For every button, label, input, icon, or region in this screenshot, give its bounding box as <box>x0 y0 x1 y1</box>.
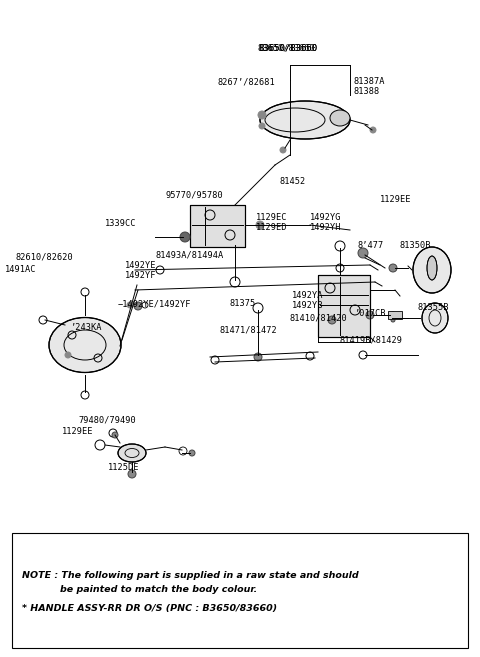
Ellipse shape <box>49 317 121 373</box>
Circle shape <box>328 316 336 324</box>
Circle shape <box>391 318 395 322</box>
Text: * HANDLE ASSY-RR DR O/S (PNC : B3650/83660): * HANDLE ASSY-RR DR O/S (PNC : B3650/836… <box>22 604 277 612</box>
Ellipse shape <box>118 444 146 462</box>
Text: 81350B: 81350B <box>400 240 432 250</box>
Text: 81471/81472: 81471/81472 <box>220 325 278 334</box>
Text: 1129ED: 1129ED <box>256 223 288 233</box>
Text: NOTE : The following part is supplied in a raw state and should: NOTE : The following part is supplied in… <box>22 572 359 581</box>
Text: 83650/83650: 83650/83650 <box>258 43 317 53</box>
Text: 8267’/82681: 8267’/82681 <box>218 78 276 87</box>
Circle shape <box>180 232 190 242</box>
Circle shape <box>366 311 374 319</box>
Text: 81375: 81375 <box>230 298 256 307</box>
Text: 1491AC: 1491AC <box>5 265 36 275</box>
Text: 1492YB: 1492YB <box>292 300 324 309</box>
Ellipse shape <box>422 303 448 333</box>
Bar <box>318 275 370 337</box>
Text: 1129EE: 1129EE <box>380 196 411 204</box>
Circle shape <box>256 221 264 229</box>
Text: 1492YE: 1492YE <box>125 260 156 269</box>
Circle shape <box>389 264 397 272</box>
Text: 1492YA: 1492YA <box>292 290 324 300</box>
Text: 95770/95780: 95770/95780 <box>165 191 223 200</box>
Text: 81388: 81388 <box>353 87 379 97</box>
Text: 1129EE: 1129EE <box>62 428 94 436</box>
Text: 81493A/81494A: 81493A/81494A <box>155 250 223 260</box>
Circle shape <box>390 312 396 318</box>
Ellipse shape <box>413 247 451 293</box>
Text: ’243KA: ’243KA <box>70 323 101 332</box>
Text: 1129EC: 1129EC <box>256 214 288 223</box>
Text: 81410/81420: 81410/81420 <box>290 313 348 323</box>
Text: 1492YH: 1492YH <box>310 223 341 233</box>
Circle shape <box>370 127 376 133</box>
Text: 81387A: 81387A <box>353 78 384 87</box>
Text: 81419B/81429: 81419B/81429 <box>340 336 403 344</box>
Ellipse shape <box>260 101 350 139</box>
Bar <box>388 311 402 319</box>
Bar <box>190 205 245 247</box>
Circle shape <box>258 111 266 119</box>
Text: 1125DE: 1125DE <box>108 463 140 472</box>
Text: ’017CB: ’017CB <box>354 309 385 317</box>
Bar <box>190 205 245 247</box>
Circle shape <box>65 352 71 358</box>
Circle shape <box>280 147 286 153</box>
Circle shape <box>127 302 133 308</box>
Circle shape <box>128 470 136 478</box>
Text: 1339CC: 1339CC <box>105 219 136 227</box>
Text: 1492YG: 1492YG <box>310 214 341 223</box>
Circle shape <box>254 353 262 361</box>
Text: 1492YF: 1492YF <box>125 271 156 279</box>
Text: 79480/79490: 79480/79490 <box>78 415 136 424</box>
Text: 83650/83660: 83650/83660 <box>257 43 315 53</box>
Text: 81355B: 81355B <box>418 304 449 313</box>
Ellipse shape <box>330 110 350 126</box>
Circle shape <box>112 432 118 438</box>
Circle shape <box>259 123 265 129</box>
Text: 82610/82620: 82610/82620 <box>15 252 73 261</box>
Text: 81452: 81452 <box>280 177 306 187</box>
Bar <box>12 533 468 648</box>
Bar <box>318 275 370 337</box>
Text: be painted to match the body colour.: be painted to match the body colour. <box>60 585 257 595</box>
Text: −1492YE/1492YF: −1492YE/1492YF <box>118 300 192 309</box>
Circle shape <box>358 248 368 258</box>
Circle shape <box>134 302 142 310</box>
Ellipse shape <box>427 256 437 280</box>
Circle shape <box>189 450 195 456</box>
Text: 8’477: 8’477 <box>358 240 384 250</box>
Text: 83650/83660: 83650/83660 <box>258 43 317 53</box>
